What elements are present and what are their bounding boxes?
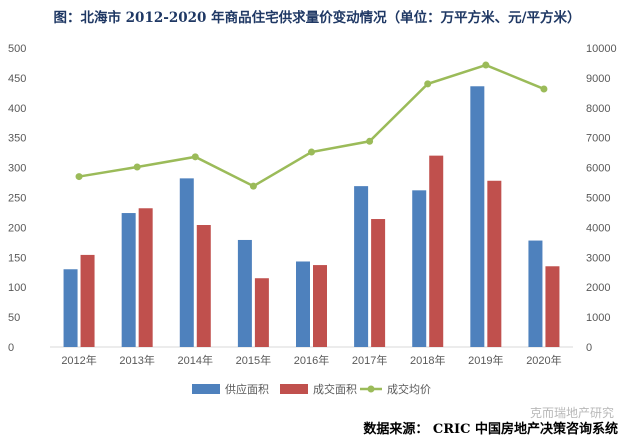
bar-供应面积	[296, 261, 310, 347]
data-source: 数据来源： CRIC 中国房地产决策咨询系统	[363, 422, 618, 437]
line-point	[540, 85, 548, 93]
x-tick-label: 2014年	[178, 353, 213, 367]
bar-成交面积	[429, 155, 444, 347]
right-tick-label: 8000	[586, 103, 610, 115]
x-tick-label: 2019年	[468, 353, 503, 367]
left-tick-label: 450	[8, 73, 26, 85]
bar-供应面积	[412, 190, 427, 347]
line-point	[308, 148, 315, 156]
right-tick-label: 2000	[586, 282, 610, 294]
bar-成交面积	[371, 219, 386, 347]
bar-成交面积	[313, 265, 327, 347]
x-tick-label: 2013年	[119, 353, 154, 367]
x-tick-label: 2018年	[410, 353, 445, 367]
right-tick-label: 3000	[586, 252, 610, 264]
bar-成交面积	[487, 180, 502, 347]
right-tick-label: 4000	[586, 222, 610, 234]
left-tick-label: 150	[8, 252, 26, 264]
bar-成交面积	[80, 254, 95, 347]
bar-供应面积	[237, 239, 252, 347]
right-tick-label: 6000	[586, 163, 610, 175]
right-axis-ticks: 0 1000 2000 3000 4000 5000 6000 7000 8000 9000 100…	[586, 43, 617, 354]
right-tick-label: 10000	[586, 43, 617, 55]
left-tick-label: 350	[8, 133, 26, 145]
legend-label: 成交均价	[387, 382, 431, 396]
chart-title: 图：北海市 2012-2020 年商品住宅供求量价变动情况（单位：万平方米、元/…	[53, 10, 581, 26]
left-tick-label: 400	[8, 103, 26, 115]
left-tick-label: 100	[8, 282, 26, 294]
bar-series	[63, 86, 560, 347]
x-axis-ticks: 2012年 2013年 2014年 2015年 2016年 2017年 2018年 2019年…	[61, 353, 561, 367]
line-point	[249, 182, 257, 190]
line-point	[191, 153, 199, 161]
bar-供应面积	[354, 186, 369, 347]
right-tick-label: 0	[586, 342, 592, 354]
x-tick-label: 2020年	[526, 353, 561, 367]
left-tick-label: 0	[8, 342, 14, 354]
x-tick-label: 2012年	[61, 353, 96, 367]
bar-成交面积	[254, 278, 269, 347]
legend-marker	[367, 385, 375, 393]
line-point	[366, 137, 374, 145]
right-tick-label: 1000	[586, 312, 610, 324]
left-axis-ticks: 0 50 100 150 200 250 300 350 400 450 500	[8, 43, 26, 354]
right-tick-label: 9000	[586, 73, 610, 85]
legend-swatch	[192, 384, 220, 394]
left-tick-label: 300	[8, 163, 26, 175]
left-tick-label: 500	[8, 43, 26, 55]
line-point	[133, 163, 141, 171]
legend-swatch	[280, 384, 308, 394]
bar-成交面积	[138, 208, 153, 347]
x-tick-label: 2015年	[236, 353, 271, 367]
line-point	[424, 80, 432, 88]
line-point	[75, 173, 83, 181]
x-tick-label: 2017年	[352, 353, 387, 367]
legend-label: 成交面积	[313, 382, 357, 396]
line-series	[75, 61, 548, 190]
left-tick-label: 50	[8, 312, 20, 324]
bar-成交面积	[545, 266, 560, 347]
bar-供应面积	[121, 213, 136, 347]
bar-供应面积	[528, 240, 543, 347]
watermark: 克而瑞地产研究	[529, 406, 614, 420]
bar-供应面积	[63, 269, 78, 347]
right-tick-label: 5000	[586, 193, 610, 205]
left-tick-label: 250	[8, 193, 26, 205]
left-tick-label: 200	[8, 222, 26, 234]
bar-成交面积	[196, 225, 211, 347]
legend: 供应面积 成交面积 成交均价	[192, 382, 431, 396]
bar-供应面积	[470, 86, 485, 347]
line-point	[482, 61, 490, 69]
x-tick-label: 2016年	[294, 353, 329, 367]
bar-供应面积	[179, 178, 194, 347]
legend-label: 供应面积	[225, 382, 269, 396]
right-tick-label: 7000	[586, 133, 610, 145]
